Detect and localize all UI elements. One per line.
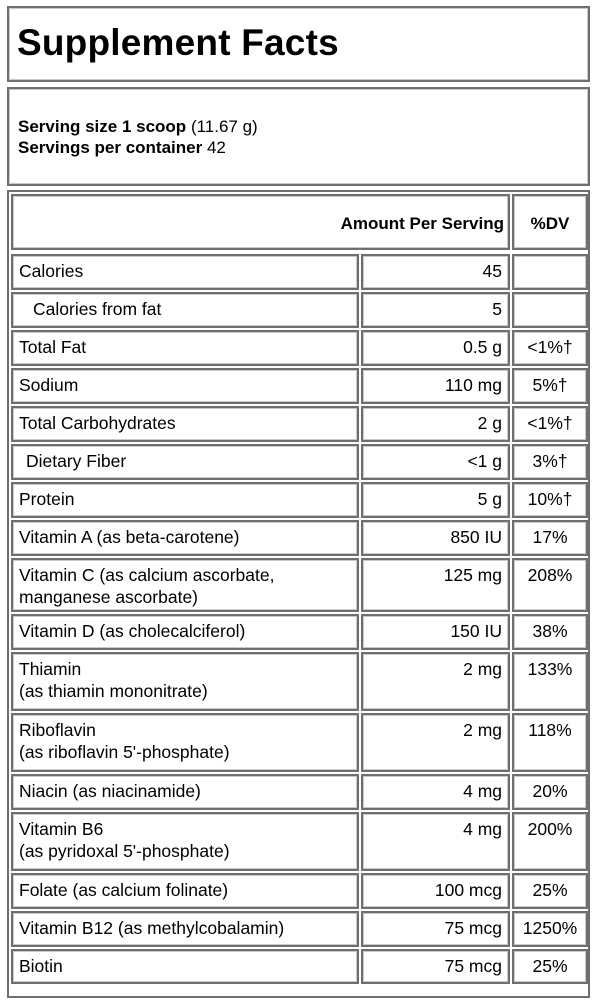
serving-size-label: Serving size xyxy=(18,117,118,136)
nutrient-dv: 38% xyxy=(512,614,588,650)
nutrient-amount: 2 mg xyxy=(361,652,510,711)
nutrient-name-line: Vitamin D (as cholecalciferol) xyxy=(19,621,246,641)
nutrient-name-line: Total Fat xyxy=(19,337,87,357)
nutrient-table: Amount Per Serving %DV Calories 45 Calorie… xyxy=(7,190,590,998)
nutrient-name: Total Carbohydrates xyxy=(11,406,359,442)
nutrient-dv xyxy=(512,254,588,290)
nutrient-amount: <1 g xyxy=(361,444,510,480)
nutrient-name: Folate (as calcium folinate) xyxy=(11,873,359,909)
nutrient-name-line: (as riboflavin 5'-phosphate) xyxy=(19,742,230,762)
nutrient-amount: 5 xyxy=(361,292,510,328)
nutrient-dv: 17% xyxy=(512,520,588,556)
nutrient-amount: 0.5 g xyxy=(361,330,510,366)
serving-size-weight: (11.67 g) xyxy=(190,117,258,136)
nutrient-dv: 20% xyxy=(512,774,588,810)
serving-size-value: 1 scoop xyxy=(121,117,187,136)
nutrient-name-line: Vitamin B6 xyxy=(19,819,104,839)
nutrient-dv: 208% xyxy=(512,558,588,612)
nutrient-name: Biotin xyxy=(11,949,359,984)
nutrient-dv: <1%† xyxy=(512,406,588,442)
nutrient-name-line: manganese ascorbate) xyxy=(19,587,198,607)
nutrient-name-line: Niacin (as niacinamide) xyxy=(19,781,201,801)
header-dv: %DV xyxy=(512,194,588,250)
nutrient-amount: 75 mcg xyxy=(361,949,510,984)
nutrient-name-line: Thiamin xyxy=(19,659,82,679)
nutrient-amount: 850 IU xyxy=(361,520,510,556)
nutrient-name: Calories xyxy=(11,254,359,290)
nutrient-name: Total Fat xyxy=(11,330,359,366)
nutrient-name-line: Calories xyxy=(19,261,84,281)
nutrient-dv: 25% xyxy=(512,873,588,909)
nutrient-amount: 4 mg xyxy=(361,774,510,810)
nutrient-amount: 45 xyxy=(361,254,510,290)
header-amount-per-serving: Amount Per Serving xyxy=(11,194,510,250)
nutrient-name-line: Vitamin A (as beta-carotene) xyxy=(19,527,240,547)
servings-per-container-line: Servings per container 42 xyxy=(18,137,258,158)
nutrient-dv: 3%† xyxy=(512,444,588,480)
serving-info: Serving size 1 scoop (11.67 g) Servings … xyxy=(18,116,258,158)
nutrient-name-line: (as pyridoxal 5'-phosphate) xyxy=(19,841,230,861)
nutrient-name: Riboflavin (as riboflavin 5'-phosphate) xyxy=(11,713,359,772)
servings-per-container-label: Servings per container xyxy=(18,138,203,157)
nutrient-name-line: Calories from fat xyxy=(33,299,162,319)
serving-panel: Serving size 1 scoop (11.67 g) Servings … xyxy=(7,87,590,186)
nutrient-dv: 118% xyxy=(512,713,588,772)
nutrient-name: Vitamin B12 (as methylcobalamin) xyxy=(11,911,359,947)
nutrient-name-line: Total Carbohydrates xyxy=(19,413,176,433)
nutrient-amount: 2 mg xyxy=(361,713,510,772)
nutrient-name-line: Sodium xyxy=(19,375,79,395)
nutrient-name: Vitamin C (as calcium ascorbate, manganes… xyxy=(11,558,359,612)
nutrient-name-line: Dietary Fiber xyxy=(26,451,127,471)
nutrient-name: Sodium xyxy=(11,368,359,404)
nutrient-name: Niacin (as niacinamide) xyxy=(11,774,359,810)
nutrient-amount: 125 mg xyxy=(361,558,510,612)
nutrient-dv xyxy=(512,292,588,328)
nutrient-name-line: Vitamin B12 (as methylcobalamin) xyxy=(19,918,285,938)
nutrient-name: Vitamin B6 (as pyridoxal 5'-phosphate) xyxy=(11,812,359,871)
nutrient-dv: 1250% xyxy=(512,911,588,947)
nutrient-dv: 200% xyxy=(512,812,588,871)
nutrient-name-line: Vitamin C (as calcium ascorbate, xyxy=(19,565,275,585)
nutrient-amount: 2 g xyxy=(361,406,510,442)
nutrient-name-line: Riboflavin xyxy=(19,720,96,740)
nutrient-name-line: Protein xyxy=(19,489,75,509)
nutrient-name: Vitamin D (as cholecalciferol) xyxy=(11,614,359,650)
nutrient-dv: 25% xyxy=(512,949,588,984)
nutrient-amount: 75 mcg xyxy=(361,911,510,947)
nutrient-name: Vitamin A (as beta-carotene) xyxy=(11,520,359,556)
nutrient-dv: 133% xyxy=(512,652,588,711)
nutrient-amount: 100 mcg xyxy=(361,873,510,909)
nutrient-name-line: Folate (as calcium folinate) xyxy=(19,880,229,900)
nutrient-amount: 4 mg xyxy=(361,812,510,871)
nutrient-dv: 5%† xyxy=(512,368,588,404)
nutrient-dv: 10%† xyxy=(512,482,588,518)
nutrient-name-line: Biotin xyxy=(19,956,63,976)
nutrient-name-line: (as thiamin mononitrate) xyxy=(19,681,208,701)
serving-size-line: Serving size 1 scoop (11.67 g) xyxy=(18,116,258,137)
nutrient-name: Calories from fat xyxy=(11,292,359,328)
nutrient-name: Thiamin (as thiamin mononitrate) xyxy=(11,652,359,711)
nutrient-dv: <1%† xyxy=(512,330,588,366)
servings-per-container-value: 42 xyxy=(206,138,226,157)
title-panel: Supplement Facts xyxy=(7,6,590,82)
nutrient-amount: 5 g xyxy=(361,482,510,518)
nutrient-name: Dietary Fiber xyxy=(11,444,359,480)
label-title: Supplement Facts xyxy=(17,22,339,63)
nutrient-amount: 110 mg xyxy=(361,368,510,404)
nutrient-name: Protein xyxy=(11,482,359,518)
nutrient-amount: 150 IU xyxy=(361,614,510,650)
